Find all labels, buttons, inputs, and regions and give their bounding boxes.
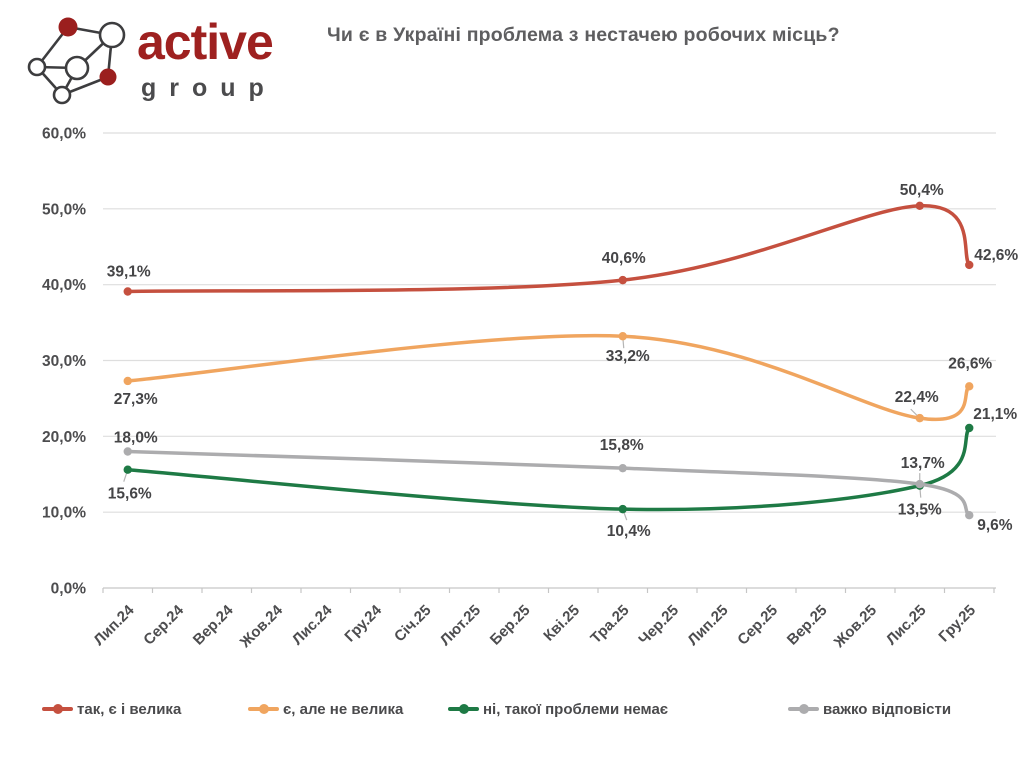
legend-label: ні, такої проблеми немає xyxy=(483,700,669,718)
data-label: 13,7% xyxy=(901,455,945,472)
x-axis-label: Бер.25 xyxy=(487,602,534,649)
x-axis-label: Лис.25 xyxy=(883,602,930,649)
x-axis-label: Лип.25 xyxy=(684,602,731,649)
legend-item-1: є, але не велика xyxy=(248,698,403,720)
series-line-2 xyxy=(126,426,971,512)
x-axis-label: Жов.25 xyxy=(830,602,880,652)
data-label: 40,6% xyxy=(602,250,646,267)
legend-label: важко відповісти xyxy=(823,700,952,718)
series-line-0 xyxy=(126,204,971,294)
data-label: 27,3% xyxy=(114,391,158,408)
legend-label: так, є і велика xyxy=(77,700,182,718)
data-point xyxy=(618,504,627,514)
x-axis-label: Вер.25 xyxy=(784,602,831,649)
chart-title: Чи є в Україні проблема з нестачею робоч… xyxy=(327,24,840,46)
data-point xyxy=(965,382,974,391)
data-label: 15,8% xyxy=(600,437,644,454)
x-axis-label: Кві.25 xyxy=(540,602,583,645)
x-axis-label: Сер.24 xyxy=(140,601,187,648)
data-label: 22,4% xyxy=(895,389,939,406)
y-axis-label: 40,0% xyxy=(42,277,86,294)
data-point xyxy=(123,287,132,296)
x-axis-label: Лют.25 xyxy=(437,602,484,649)
y-axis-label: 60,0% xyxy=(42,126,86,143)
data-point xyxy=(618,275,627,285)
x-axis-label: Гру.24 xyxy=(341,601,385,645)
legend-line-marker-icon xyxy=(248,704,279,715)
data-label: 39,1% xyxy=(107,263,151,280)
x-axis-label: Лис.24 xyxy=(289,601,336,648)
series-line-1 xyxy=(126,333,971,422)
y-axis-label: 30,0% xyxy=(42,353,86,370)
x-axis-label: Чер.25 xyxy=(635,602,682,649)
y-axis-label: 10,0% xyxy=(42,505,86,522)
data-label: 18,0% xyxy=(114,430,158,447)
data-label: 50,4% xyxy=(900,182,944,199)
data-label: 21,1% xyxy=(973,406,1017,423)
data-point xyxy=(618,463,627,473)
legend-line-marker-icon xyxy=(448,704,479,715)
x-axis-label: Сер.25 xyxy=(734,602,781,649)
data-point xyxy=(123,465,132,474)
x-axis-label: Січ.25 xyxy=(391,602,435,646)
legend-dot-icon xyxy=(53,704,63,715)
x-axis-label: Жов.24 xyxy=(236,601,286,651)
legend-dot-icon xyxy=(259,704,269,715)
data-point xyxy=(618,332,627,341)
x-axis-label: Лип.24 xyxy=(90,601,138,649)
data-point xyxy=(123,447,132,456)
data-label: 13,5% xyxy=(898,502,942,519)
legend-item-0: так, є і велика xyxy=(42,698,181,720)
chart-legend: так, є і велика є, але не велика ні, такої… xyxy=(0,698,1024,728)
data-point xyxy=(123,376,132,386)
series-line-3 xyxy=(126,449,971,517)
brand-name: active xyxy=(137,14,274,70)
y-axis-label: 0,0% xyxy=(51,581,87,598)
legend-label: є, але не велика xyxy=(283,700,404,718)
x-axis-label: Гру.25 xyxy=(935,602,979,646)
data-label: 10,4% xyxy=(607,523,651,540)
data-point xyxy=(915,413,924,423)
data-label: 9,6% xyxy=(977,517,1013,534)
legend-item-2: ні, такої проблеми немає xyxy=(448,698,668,720)
data-point xyxy=(915,479,924,489)
data-point xyxy=(965,260,974,270)
legend-dot-icon xyxy=(459,704,469,715)
data-label: 33,2% xyxy=(606,348,650,365)
data-label: 26,6% xyxy=(948,355,992,372)
x-axis-label: Вер.24 xyxy=(190,601,237,648)
data-point xyxy=(915,201,924,210)
y-axis-label: 50,0% xyxy=(42,201,86,218)
data-label: 15,6% xyxy=(108,486,152,503)
data-point xyxy=(965,423,974,433)
data-label: 42,6% xyxy=(974,247,1018,264)
legend-line-marker-icon xyxy=(788,704,819,715)
legend-dot-icon xyxy=(799,704,809,715)
legend-item-3: важко відповісти xyxy=(788,698,951,720)
legend-line-marker-icon xyxy=(42,704,73,715)
active-group-logo-icon xyxy=(27,17,126,105)
data-point xyxy=(965,511,974,520)
brand-subtitle: group xyxy=(141,74,277,102)
y-axis-label: 20,0% xyxy=(42,429,86,446)
x-axis-label: Тра.25 xyxy=(587,602,632,647)
